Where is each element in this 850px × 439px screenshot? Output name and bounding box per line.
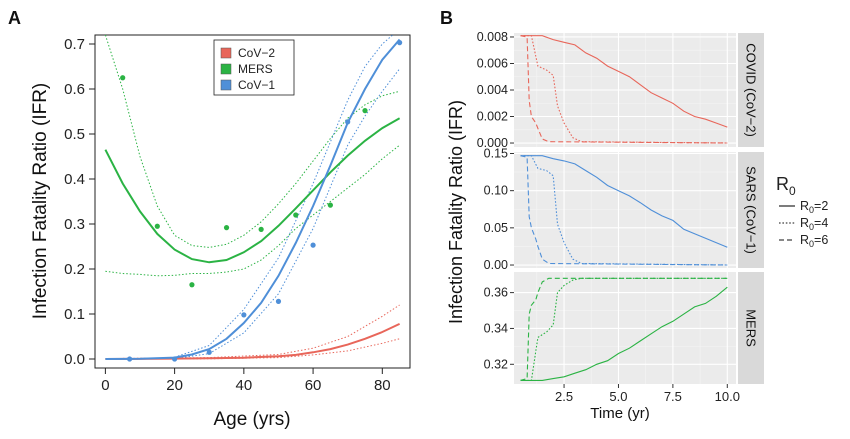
- facet-ytick-label: 0.10: [484, 184, 508, 198]
- legend-label: MERS: [238, 62, 273, 76]
- data-point-cov1: [310, 242, 316, 248]
- facet-panel: 0.000 0.002 0.004 0.006 0.008 COVID (CoV−2): [477, 30, 764, 150]
- facet-lines: [520, 155, 728, 266]
- series-line-dashed: [520, 155, 728, 266]
- legend-label: CoV−1: [238, 78, 275, 92]
- series-line-solid: [520, 35, 728, 128]
- facet-ytick-label: 0.004: [477, 83, 508, 97]
- data-point-mers: [362, 108, 368, 114]
- legend-label: CoV−2: [238, 46, 275, 60]
- panel-b-xtick-label: 5.0: [609, 389, 627, 404]
- series-line-dotted: [520, 155, 728, 266]
- facet-ytick-label: 0.34: [484, 321, 508, 335]
- facet-strip: [738, 272, 764, 384]
- legend-title: R0: [776, 174, 796, 198]
- facet-ytick-label: 0.32: [484, 357, 508, 371]
- legend-swatch: [220, 63, 232, 75]
- panel-a-ytick-label: 0.5: [64, 126, 85, 143]
- panel-a-ytick-label: 0.4: [64, 171, 85, 188]
- panel-a-ytick-label: 0.6: [64, 81, 85, 98]
- data-point-mers: [293, 212, 299, 218]
- legend-swatch: [220, 47, 232, 59]
- facet-panel: 0.00 0.05 0.10 0.15 SARS (CoV−1): [484, 146, 764, 272]
- facet-strip: [738, 33, 764, 147]
- panel-a-ytick-label: 0.3: [64, 216, 85, 233]
- data-point-cov1: [275, 298, 282, 304]
- facet-ytick-label: 0.05: [484, 221, 508, 235]
- series-line-dashed: [520, 277, 728, 381]
- panel-a-xtick-label: 40: [236, 377, 253, 394]
- series-line-dashed: [520, 35, 728, 144]
- facet-background: [514, 152, 736, 268]
- panel-a-ytick-label: 0.7: [64, 36, 85, 53]
- data-point-cov1: [172, 356, 178, 362]
- data-point-cov1: [397, 40, 403, 46]
- legend-entry-label: R0=2: [800, 199, 828, 215]
- panel-a-letter: A: [8, 8, 21, 28]
- facet-strip-label: COVID (CoV−2): [744, 43, 759, 137]
- panel-a-ytick-label: 0.1: [64, 306, 85, 323]
- ci-upper-cov2: [105, 304, 400, 360]
- panel-a-ytick-label: 0.0: [64, 351, 85, 368]
- ci-lower-cov2: [105, 338, 400, 360]
- series-line-solid: [520, 155, 728, 248]
- facet-strip-label: MERS: [744, 309, 759, 347]
- panel-a-chart: 0 20 40 60 80 0.0 0.1 0.2 0.3 0.4 0.5 0.6 0.7 CoV−2 M…: [30, 34, 411, 430]
- fit-line-cov2: [105, 322, 401, 360]
- panel-a-xtick-label: 80: [374, 377, 391, 394]
- panel-a-xtick-label: 0: [101, 377, 109, 394]
- data-point-mers: [189, 282, 195, 288]
- facet-ytick-label: 0.15: [484, 146, 508, 160]
- facet-ytick-label: 0.006: [477, 56, 508, 70]
- legend-entry-label: R0=4: [800, 216, 828, 232]
- facet-panel: 0.32 0.34 0.36 MERS: [484, 272, 764, 384]
- data-point-mers: [223, 225, 230, 231]
- facet-ytick-label: 0.002: [477, 110, 508, 124]
- panel-a-frame: [94, 34, 411, 369]
- panel-b-letter: B: [440, 8, 453, 28]
- series-line-dotted: [520, 35, 728, 144]
- data-point-cov1: [345, 119, 351, 125]
- panel-b-ylabel: Infection Fatality Ratio (IFR): [446, 100, 466, 324]
- series-line-solid: [520, 286, 728, 381]
- ci-upper-cov1: [174, 35, 394, 358]
- facet-ytick-label: 0.000: [477, 136, 508, 150]
- data-point-cov1: [127, 356, 133, 362]
- data-point-mers: [327, 202, 333, 208]
- panel-b-xtick-label: 7.5: [664, 389, 682, 404]
- facet-ytick-label: 0.00: [484, 258, 508, 272]
- fit-line-mers: [104, 117, 401, 264]
- panel-b-xtick-label: 2.5: [555, 389, 573, 404]
- panel-a-xtick-label: 20: [166, 377, 183, 394]
- facet-lines: [520, 277, 728, 381]
- facet-ytick-label: 0.36: [484, 286, 508, 300]
- facet-ytick-label: 0.008: [477, 30, 508, 44]
- data-point-cov1: [241, 312, 247, 318]
- legend-swatch: [220, 79, 232, 91]
- panel-b-xlabel: Time (yr): [590, 405, 649, 422]
- legend-entry-label: R0=6: [800, 233, 828, 249]
- fit-line-cov1: [105, 38, 401, 360]
- panel-a-xlabel: Age (yrs): [213, 409, 290, 430]
- data-point-mers: [154, 223, 160, 229]
- facet-strip-label: SARS (CoV−1): [744, 166, 759, 254]
- panel-a-ylabel: Infection Fatality Ratio (IFR): [30, 83, 51, 320]
- facet-strip: [738, 152, 764, 268]
- data-point-cov1: [206, 349, 212, 355]
- panel-a-xtick-label: 60: [305, 377, 322, 394]
- facet-lines: [520, 35, 728, 144]
- panel-b-xtick-label: 10.0: [715, 389, 740, 404]
- panel-a-ytick-label: 0.2: [64, 261, 85, 278]
- data-point-mers: [120, 75, 126, 81]
- data-point-mers: [258, 226, 264, 232]
- ci-lower-mers: [105, 144, 400, 277]
